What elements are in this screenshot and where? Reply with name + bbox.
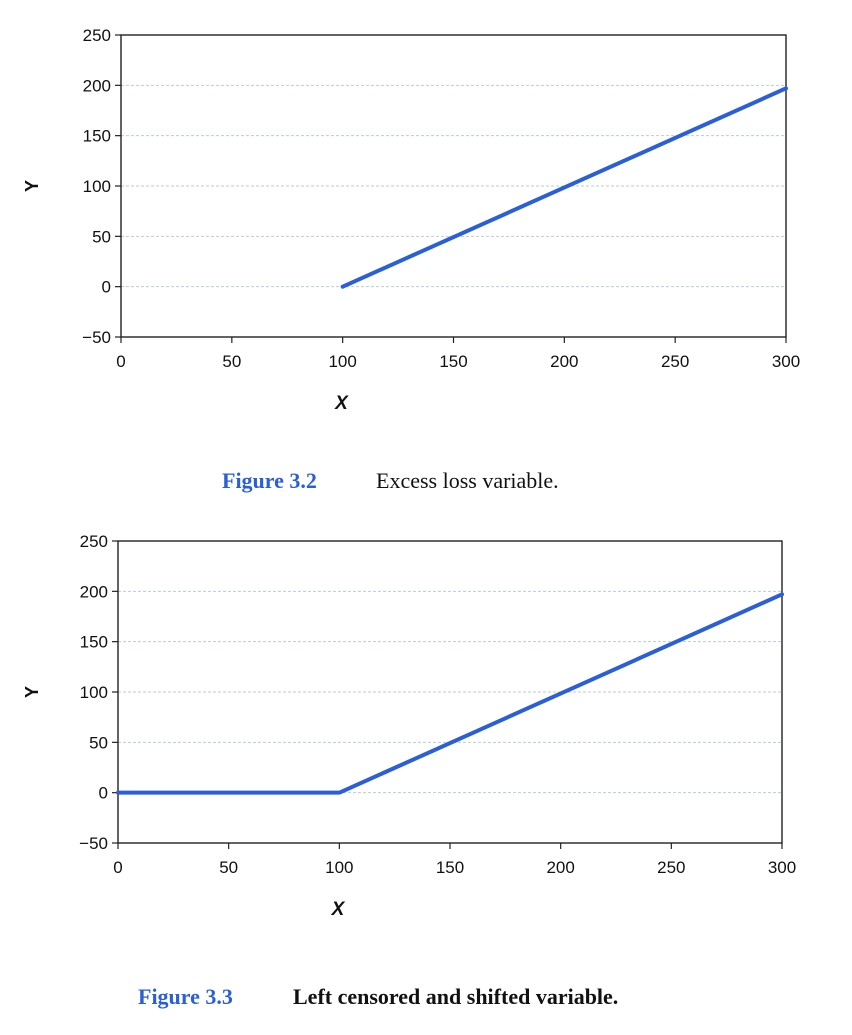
y-tick-label: −50: [79, 834, 108, 853]
y-tick-label: 0: [102, 278, 111, 297]
x-tick-label: 200: [546, 858, 574, 877]
y-tick-label: 250: [83, 26, 111, 45]
x-tick-label: 100: [328, 352, 356, 371]
y-tick-label: 200: [80, 582, 108, 601]
y-tick-label: 100: [80, 683, 108, 702]
x-axis-label: X: [331, 899, 346, 920]
chart-left-censored-shifted: 250 200 150 100 50 0 −50 0 50 100 150 200 250 300 X Y: [22, 532, 796, 920]
x-tick-label: 250: [661, 352, 689, 371]
x-tick-label: 150: [439, 352, 467, 371]
x-tick-label: 300: [772, 352, 800, 371]
figure-number: Figure 3.2: [222, 468, 317, 493]
x-tick-label: 50: [222, 352, 241, 371]
y-tick-label: 200: [83, 76, 111, 95]
y-tick-label: 0: [99, 784, 108, 803]
y-axis-label: Y: [22, 686, 42, 698]
figure-title: Left censored and shifted variable.: [293, 984, 619, 1009]
x-tick-label: 50: [219, 858, 238, 877]
y-tick-label: 150: [83, 127, 111, 146]
chart-excess-loss: 250 200 150 100 50 0 −50 0 50 100 150 200 250 300 X Y: [22, 26, 800, 414]
x-tick-label: 100: [325, 858, 353, 877]
y-tick-label: 150: [80, 633, 108, 652]
y-tick-label: 50: [92, 227, 111, 246]
x-tick-label: 150: [436, 858, 464, 877]
series-line: [116, 592, 784, 795]
y-tick-label: 250: [80, 532, 108, 551]
y-tick-label: 100: [83, 177, 111, 196]
figure-number: Figure 3.3: [138, 984, 233, 1009]
y-axis-label: Y: [22, 180, 42, 192]
x-tick-label: 300: [768, 858, 796, 877]
figure-title: Excess loss variable.: [376, 468, 559, 493]
y-tick-label: 50: [89, 733, 108, 752]
x-tick-label: 200: [550, 352, 578, 371]
series-line: [340, 86, 788, 289]
y-tick-label: −50: [82, 328, 111, 347]
x-axis-label: X: [334, 393, 349, 414]
x-tick-label: 0: [116, 352, 125, 371]
x-tick-label: 250: [657, 858, 685, 877]
x-tick-label: 0: [113, 858, 122, 877]
